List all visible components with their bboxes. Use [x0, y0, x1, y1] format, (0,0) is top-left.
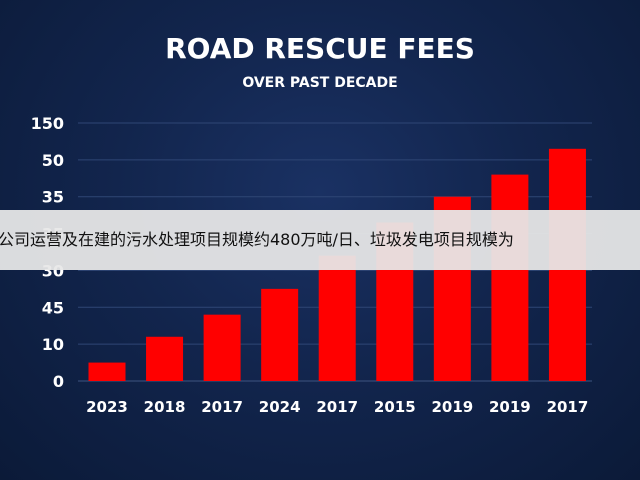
chart-subtitle: OVER PAST DECADE	[242, 75, 398, 91]
x-tick-label: 2015	[374, 398, 416, 416]
bar	[203, 314, 241, 381]
bar	[261, 288, 299, 381]
bars	[88, 148, 586, 381]
bar	[146, 336, 184, 381]
x-axis-ticks: 2023 2018 2017 2024 2017 2015 2019 2019 2017	[86, 398, 588, 416]
x-tick-label: 2024	[259, 398, 301, 416]
bar	[491, 174, 529, 381]
bar	[318, 255, 356, 381]
y-tick-label: 150	[31, 114, 64, 133]
overlay-banner: 公司运营及在建的污水处理项目规模约480万吨/日、垃圾发电项目规模为	[0, 210, 640, 270]
y-tick-label: 45	[42, 298, 64, 317]
y-tick-label: 50	[42, 151, 64, 170]
y-tick-label: 35	[42, 188, 64, 207]
bar	[88, 362, 126, 381]
y-tick-label: 0	[53, 372, 64, 391]
x-tick-label: 2017	[547, 398, 589, 416]
x-tick-label: 2019	[489, 398, 531, 416]
chart-title: ROAD RESCUE FEES	[165, 32, 475, 65]
x-tick-label: 2017	[201, 398, 243, 416]
x-tick-label: 2018	[144, 398, 186, 416]
y-tick-label: 10	[42, 335, 64, 354]
overlay-banner-text: 公司运营及在建的污水处理项目规模约480万吨/日、垃圾发电项目规模为	[0, 230, 514, 249]
x-tick-label: 2023	[86, 398, 128, 416]
x-tick-label: 2019	[431, 398, 473, 416]
x-tick-label: 2017	[316, 398, 358, 416]
